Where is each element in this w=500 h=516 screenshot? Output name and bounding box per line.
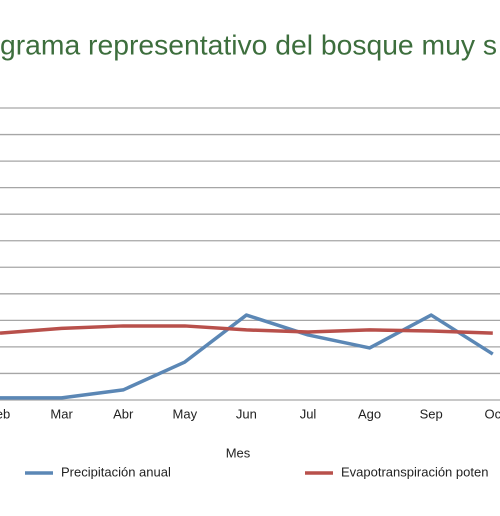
- legend-label: Evapotranspiración poten: [341, 464, 488, 479]
- x-tick-label: Ago: [358, 406, 381, 421]
- x-tick-label: Abr: [113, 406, 134, 421]
- x-tick-label: Jun: [236, 406, 257, 421]
- x-tick-label: Sep: [420, 406, 443, 421]
- legend-label: Precipitación anual: [61, 464, 171, 479]
- x-tick-label: Mar: [50, 406, 73, 421]
- x-tick-label: May: [173, 406, 198, 421]
- x-tick-label: eb: [0, 406, 10, 421]
- series-line: [0, 313, 494, 400]
- series-line: [0, 324, 493, 335]
- x-tick-label: Jul: [300, 406, 317, 421]
- x-axis-title: Mes: [226, 445, 251, 460]
- chart-title: grama representativo del bosque muy s: [0, 29, 497, 60]
- x-tick-label: Oc: [484, 406, 500, 421]
